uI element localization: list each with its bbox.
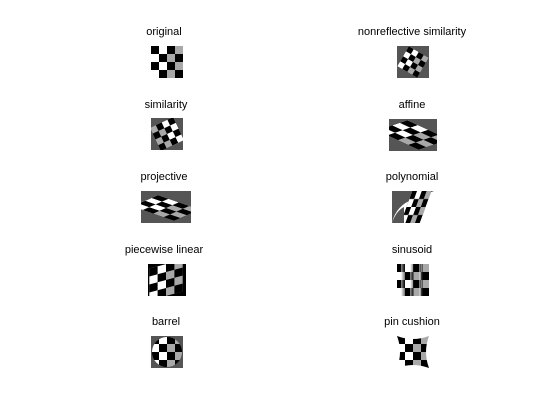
image-similarity <box>151 118 183 150</box>
image-nonreflective-similarity <box>397 46 429 78</box>
image-pin-cushion <box>397 336 429 368</box>
panel-title-similarity: similarity <box>144 99 188 111</box>
panel-title-original: original <box>146 26 182 38</box>
panel-title-projective: projective <box>140 171 188 183</box>
panel-title-barrel: barrel <box>151 316 181 328</box>
image-polynomial <box>392 191 434 223</box>
panel-title-sinusoid: sinusoid <box>391 244 433 256</box>
image-affine <box>389 119 437 151</box>
panel-title-polynomial: polynomial <box>385 171 439 183</box>
image-barrel <box>151 336 183 368</box>
image-projective <box>141 191 191 223</box>
panel-title-nonreflective-similarity: nonreflective similarity <box>357 26 467 38</box>
panel-title-pin-cushion: pin cushion <box>384 316 440 328</box>
image-piecewise-linear <box>148 264 186 296</box>
panel-title-affine: affine <box>398 99 426 111</box>
panel-title-piecewise-linear: piecewise linear <box>124 244 204 256</box>
image-sinusoid <box>397 264 429 296</box>
image-original <box>151 46 183 78</box>
